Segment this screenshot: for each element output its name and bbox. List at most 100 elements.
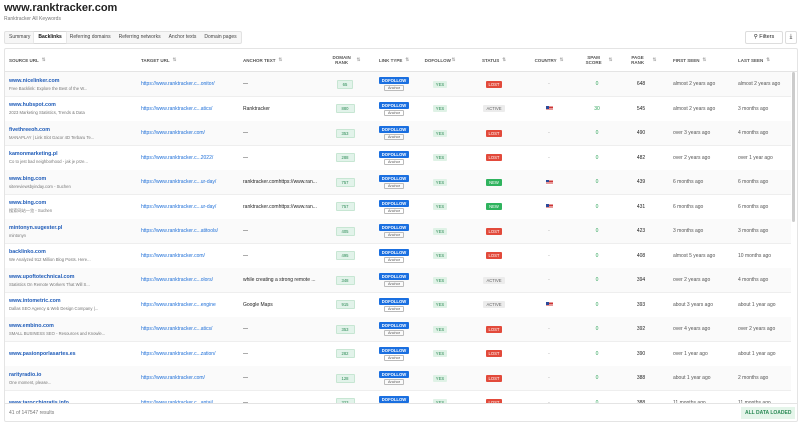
target-url[interactable]: https://www.ranktracker.c...onitor/ <box>141 81 215 87</box>
cell: YES <box>425 268 455 292</box>
source-url[interactable]: www.bing.com <box>9 199 47 206</box>
link-kind-badge: Anchor <box>383 281 405 287</box>
tab[interactable]: Backlinks <box>34 32 66 43</box>
column-title: SOURCE URL <box>9 57 39 63</box>
target-url[interactable]: https://www.ranktracker.c...atitools/ <box>141 228 218 234</box>
download-button[interactable]: ⤓ <box>785 31 797 44</box>
tab[interactable]: Summary <box>9 34 31 40</box>
column-header[interactable]: LAST SEEN ⇅ <box>738 49 793 71</box>
link-type-badge: DOFOLLOW <box>378 346 410 354</box>
column-header[interactable]: LINK TYPE ⇅ <box>376 49 412 71</box>
target-url[interactable]: https://www.ranktracker.c...atics/ <box>141 326 213 332</box>
column-header[interactable]: FIRST SEEN ⇅ <box>673 49 733 71</box>
target-url[interactable]: https://www.ranktracker.c...zation/ <box>141 350 216 357</box>
cell: 880 <box>327 97 363 121</box>
tab[interactable]: Referring networks <box>118 34 161 40</box>
table-row[interactable]: fivethreeoh.com MANAPLAY | Link Slot Gaco… <box>5 121 791 146</box>
table-row[interactable]: www.bing.com sitereviewsbyinday.com - Suc… <box>5 170 791 195</box>
tab[interactable]: Referring domains <box>69 34 111 40</box>
column-header[interactable]: COUNTRY ⇅ <box>534 49 564 71</box>
column-header[interactable]: TARGET URL ⇅ <box>141 49 241 71</box>
target-url[interactable]: https://www.ranktracker.c...atics/ <box>141 105 213 112</box>
link-kind-badge: Anchor <box>383 134 405 140</box>
cell: www.intometric.com Dallas SEO Agency & We… <box>9 293 139 317</box>
scrollbar[interactable] <box>792 72 795 222</box>
source-url[interactable]: kamonmarketing.pl <box>9 151 58 157</box>
source-url[interactable]: www.tarocchigratis.info <box>9 399 69 404</box>
cell: over 3 years ago <box>673 121 733 145</box>
target-url[interactable]: https://www.ranktracker.com/ <box>141 130 205 136</box>
target-url[interactable]: https://www.ranktracker.c...ur-day/ <box>141 179 217 185</box>
table-row[interactable]: www.intometric.com Dallas SEO Agency & We… <box>5 293 791 318</box>
target-url[interactable]: https://www.ranktracker.c...olors/ <box>141 277 213 283</box>
first-seen: over 4 years ago <box>673 326 711 332</box>
table-row[interactable]: rarityradio.io One moment, please... https… <box>5 366 791 391</box>
cell: ranktracker.comhttps://www.ran... <box>243 195 325 219</box>
dofollow-badge: YES <box>432 252 448 259</box>
column-header[interactable]: SPAM SCORE ⇅ <box>579 49 615 71</box>
table-row[interactable]: www.tarocchigratis.info https://www.rankt… <box>5 391 791 404</box>
cell: https://www.ranktracker.c...ur-day/ <box>141 170 241 194</box>
source-url[interactable]: www.intometric.com <box>9 298 61 304</box>
source-url[interactable]: www.nicelinker.com <box>9 77 60 84</box>
column-header[interactable]: STATUS ⇅ <box>479 49 509 71</box>
source-url[interactable]: www.hubspot.com <box>9 102 56 108</box>
source-url[interactable]: www.bing.com <box>9 175 47 182</box>
cell: www.embino.com SMALL BUSINESS SEO - Resou… <box>9 317 139 341</box>
cell: 0 <box>579 121 615 145</box>
source-url[interactable]: www.pasionporlasartes.es <box>9 350 76 357</box>
sort-icon: ⇅ <box>502 57 507 62</box>
target-url[interactable]: https://www.ranktracker.c...ur-day/ <box>141 203 217 210</box>
table-row[interactable]: www.pasionporlasartes.es https://www.rank… <box>5 342 791 367</box>
source-url[interactable]: www.embino.com <box>9 322 54 329</box>
table-row[interactable]: kamonmarketing.pl Co to jest bad neighbor… <box>5 146 791 171</box>
target-url[interactable]: https://www.ranktracker.c...engine <box>141 301 216 308</box>
target-url[interactable]: https://www.ranktracker.c...2022/ <box>141 154 214 161</box>
cell: https://www.ranktracker.c...olors/ <box>141 268 241 292</box>
column-header[interactable]: DOMAIN RANK ⇅ <box>327 49 363 71</box>
table-row[interactable]: www.hubspot.com 2023 Marketing Statistics… <box>5 97 791 122</box>
table-row[interactable]: www.embino.com SMALL BUSINESS SEO - Resou… <box>5 317 791 342</box>
link-kind-badge: Anchor <box>383 183 405 189</box>
cell: LOST <box>479 244 509 268</box>
link-kind-badge: Anchor <box>383 379 405 385</box>
spam-score: 0 <box>595 179 599 185</box>
domain-rank-badge: 128 <box>335 373 355 383</box>
cell: LOST <box>479 146 509 170</box>
source-url[interactable]: www.upoftotechnical.com <box>9 273 75 280</box>
cell: - <box>534 342 564 366</box>
tab[interactable]: Domain pages <box>204 34 237 40</box>
country: - <box>548 399 550 404</box>
column-header[interactable]: PAGE RANK ⇅ <box>623 49 659 71</box>
table-row[interactable]: www.upoftotechnical.com Statistics On Rem… <box>5 268 791 293</box>
target-url[interactable]: https://www.ranktracker.com/ <box>141 252 205 259</box>
column-header[interactable]: ANCHOR TEXT ⇅ <box>243 49 325 71</box>
page-rank: 390 <box>636 350 646 357</box>
column-header[interactable]: DOFOLLOW ⇅ <box>425 49 456 71</box>
table-row[interactable]: www.nicelinker.com Free Backlink: Explore… <box>5 72 791 97</box>
source-title: Free Backlink: Explore the Best of the W… <box>9 85 88 91</box>
filters-button[interactable]: ⚲ Filters <box>745 31 783 44</box>
source-url[interactable]: backlinko.com <box>9 249 46 255</box>
link-kind-badge: Anchor <box>383 354 405 361</box>
source-url[interactable]: rarityradio.io <box>9 371 42 378</box>
source-url[interactable]: mintonyn.sugester.pl <box>9 224 63 231</box>
cell: 915 <box>327 293 363 317</box>
cell: - <box>534 268 564 292</box>
table-row[interactable]: www.bing.com 搜索网站一览 - Suchen https://www.r… <box>5 195 791 220</box>
table-row[interactable]: backlinko.com We Analyzed 912 Million Blo… <box>5 244 791 269</box>
source-title: sitereviewsbyinday.com - Suchen <box>9 183 71 189</box>
target-url[interactable]: https://www.ranktracker.c...aptai/ <box>141 399 213 404</box>
column-header[interactable]: SOURCE URL ⇅ <box>9 49 139 71</box>
spam-score: 0 <box>595 154 599 161</box>
table-row[interactable]: mintonyn.sugester.pl mintonyn https://www.… <box>5 219 791 244</box>
target-url[interactable]: https://www.ranktracker.com/ <box>141 375 205 381</box>
tab[interactable]: Anchor texts <box>168 34 197 40</box>
anchor: — <box>243 252 248 259</box>
domain-rank-badge: 495 <box>335 251 355 260</box>
source-url[interactable]: fivethreeoh.com <box>9 126 50 133</box>
cell: 128 <box>327 366 363 390</box>
cell: https://www.ranktracker.c...ur-day/ <box>141 195 241 219</box>
